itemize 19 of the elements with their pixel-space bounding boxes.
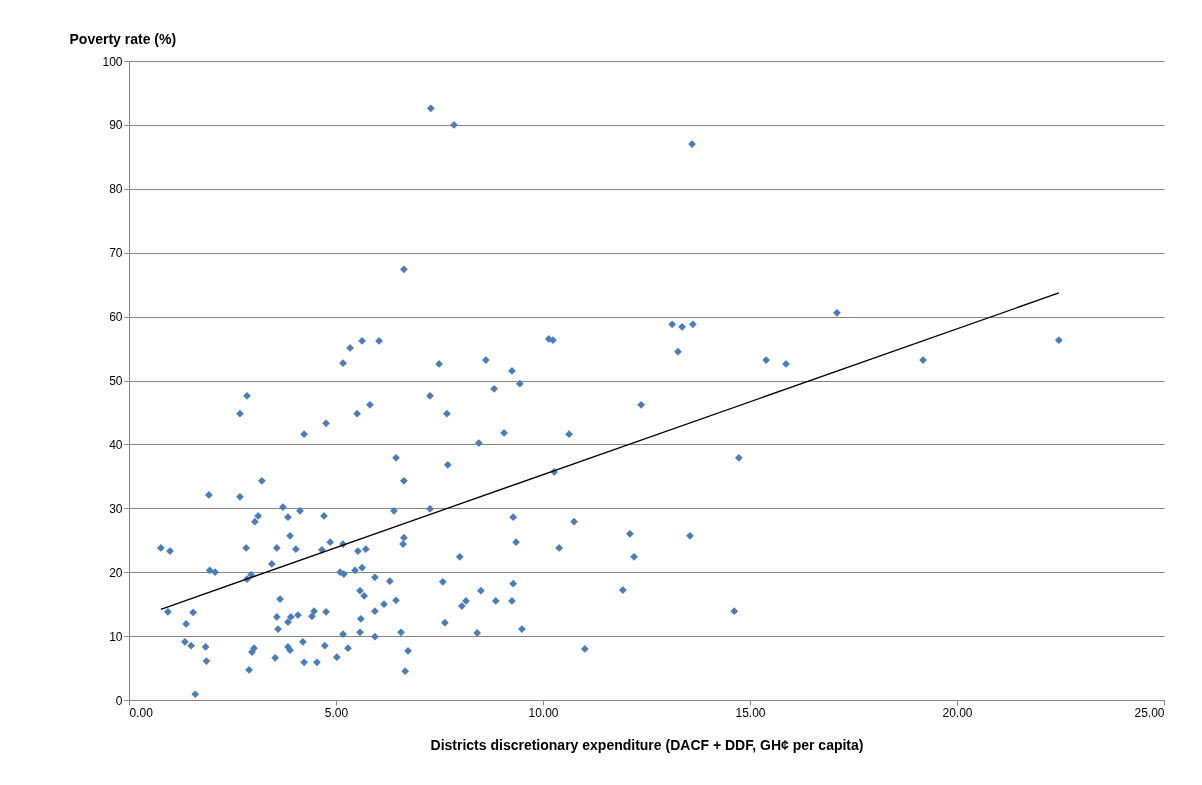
y-tick-label: 80	[109, 182, 123, 197]
y-tick-label: 0	[115, 693, 123, 708]
y-tick-label: 40	[109, 437, 123, 452]
y-tick-label: 10	[109, 629, 123, 644]
x-tick-label: 25.00	[1134, 705, 1165, 720]
x-tick-label: 0.00	[129, 705, 154, 720]
y-tick-label: 100	[102, 54, 123, 69]
y-axis-title: Poverty rate (%)	[69, 30, 177, 47]
x-tick-label: 10.00	[528, 705, 559, 720]
x-axis-title: Districts discretionary expenditure (DACF + DDF, GH¢ per capita)	[430, 736, 864, 753]
y-tick-label: 60	[109, 310, 123, 325]
y-tick-label: 90	[109, 118, 123, 133]
y-tick-label: 30	[109, 501, 123, 516]
y-tick-label: 50	[109, 374, 123, 388]
x-tick-label: 15.00	[735, 705, 766, 720]
y-tick-label: 20	[109, 565, 123, 580]
y-tick-label: 70	[109, 246, 123, 261]
x-tick-label: 5.00	[324, 705, 349, 720]
x-tick-label: 20.00	[942, 705, 973, 720]
